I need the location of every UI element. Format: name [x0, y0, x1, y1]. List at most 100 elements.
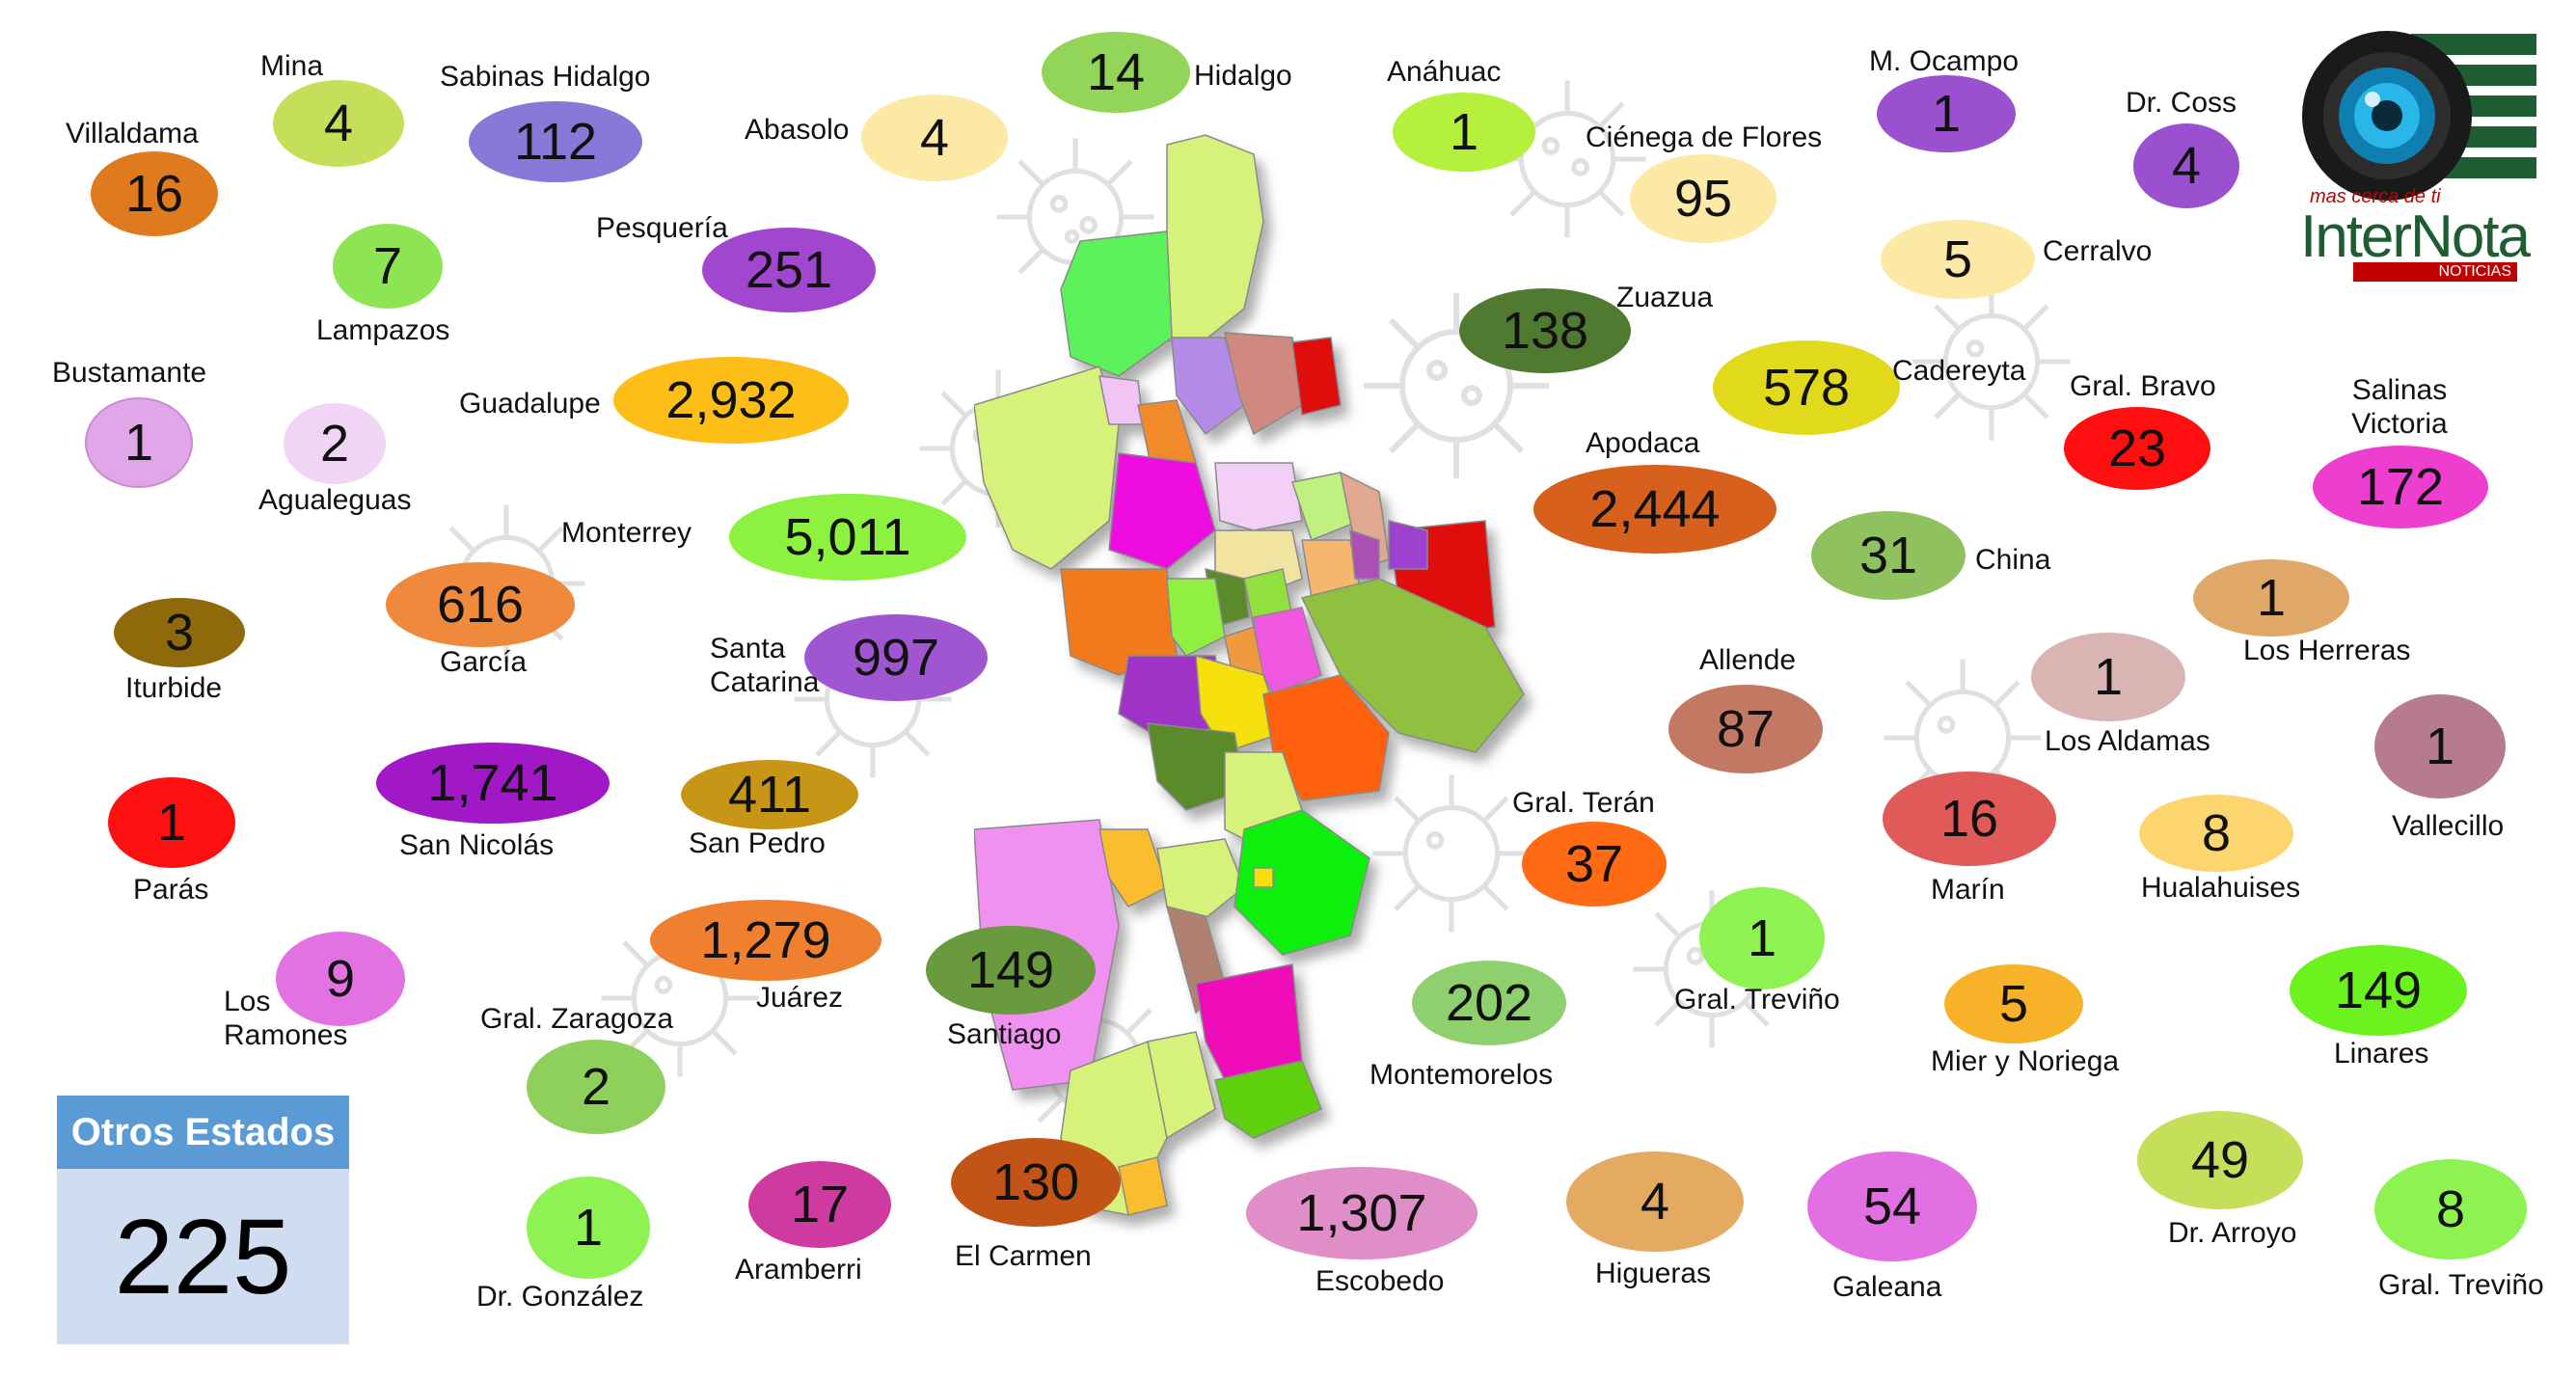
- municipality-label: Montemorelos: [1369, 1059, 1554, 1091]
- municipality-label: Cerralvo: [2043, 235, 2153, 267]
- municipality-label: Mier y Noriega: [1931, 1045, 2120, 1077]
- logo-name: InterNota: [2300, 203, 2531, 270]
- map-region-santa-catarina: [1195, 654, 1284, 753]
- case-count-bubble: 5: [1944, 964, 2083, 1043]
- map-region-monterrey: [1166, 578, 1226, 657]
- case-count-bubble: 2: [527, 1040, 665, 1134]
- case-count-bubble: 3: [114, 598, 245, 667]
- case-count-bubble: 1,307: [1246, 1167, 1478, 1259]
- map-region-mina: [974, 366, 1120, 570]
- map-region-gral-teran: [1253, 867, 1274, 888]
- case-count-bubble: 149: [2290, 945, 2467, 1036]
- case-count-bubble: 95: [1630, 154, 1776, 243]
- municipality-label: Gral. Terán: [1512, 787, 1655, 819]
- municipality-label: China: [1975, 544, 2051, 576]
- municipality-label: Guadalupe: [459, 388, 601, 420]
- municipality-label: Galeana: [1832, 1271, 1942, 1303]
- logo-subtitle: NOTICIAS: [2353, 262, 2517, 282]
- nuevo-leon-map: [974, 134, 1525, 1216]
- municipality-label: Hualahuises: [2141, 872, 2301, 904]
- case-count-bubble: 87: [1668, 685, 1823, 773]
- map-region-santiago: [1147, 722, 1245, 811]
- municipality-label: M. Ocampo: [1869, 45, 2020, 77]
- municipality-label: Hidalgo: [1194, 60, 1292, 92]
- municipality-label: Gral. Zaragoza: [480, 1003, 674, 1035]
- case-count-bubble: 130: [951, 1138, 1121, 1227]
- case-count-bubble: 7: [333, 224, 443, 309]
- municipality-label: Monterrey: [561, 517, 692, 549]
- municipality-label: Allende: [1699, 644, 1797, 676]
- case-count-bubble: 5: [1881, 220, 2035, 299]
- municipality-label: Los Herreras: [2243, 635, 2411, 666]
- case-count-bubble: 616: [386, 562, 575, 647]
- municipality-label: Juárez: [756, 982, 844, 1014]
- municipality-label: El Carmen: [955, 1240, 1092, 1272]
- case-count-bubble: 1,741: [376, 743, 610, 824]
- map-region-sabinas: [1224, 332, 1303, 436]
- municipality-label: Vallecillo: [2392, 810, 2505, 842]
- map-region-galeana-a: [1098, 828, 1168, 907]
- municipality-label: García: [440, 646, 528, 678]
- case-count-bubble: 1: [2031, 633, 2185, 721]
- case-count-bubble: 17: [748, 1161, 891, 1248]
- map-region-vallecillo-north: [1171, 337, 1245, 436]
- municipality-label: Dr. Arroyo: [2168, 1217, 2297, 1249]
- municipality-label: Escobedo: [1315, 1265, 1445, 1297]
- case-count-bubble: 8: [2139, 795, 2293, 872]
- case-count-bubble: 112: [469, 101, 642, 182]
- case-count-bubble: 1: [1699, 887, 1825, 989]
- case-count-bubble: 172: [2313, 446, 2488, 528]
- case-count-bubble: 251: [702, 228, 876, 312]
- case-count-bubble: 54: [1807, 1151, 1977, 1261]
- municipality-label: Lampazos: [316, 314, 450, 346]
- municipality-label: Ciénega de Flores: [1586, 122, 1823, 153]
- case-count-bubble: 37: [1522, 822, 1667, 907]
- case-count-bubble: 4: [273, 80, 404, 167]
- case-count-bubble: 2,932: [613, 357, 849, 444]
- case-count-bubble: 1: [1877, 75, 2016, 152]
- case-count-bubble: 16: [91, 151, 218, 236]
- municipality-label: Agualeguas: [258, 484, 412, 516]
- municipality-label: Bustamante: [52, 357, 207, 389]
- case-count-bubble: 411: [681, 760, 858, 829]
- municipality-label: Gral. Treviño: [1674, 984, 1840, 1015]
- map-region-linares: [1156, 838, 1245, 927]
- map-region-salinas: [1108, 452, 1216, 570]
- case-count-bubble: 1,279: [650, 900, 881, 981]
- municipality-label: Linares: [2334, 1038, 2429, 1070]
- case-count-bubble: 578: [1713, 340, 1900, 435]
- case-count-bubble: 4: [1566, 1151, 1744, 1252]
- municipality-label: San Pedro: [689, 827, 826, 859]
- municipality-label: Abasolo: [745, 114, 850, 146]
- case-count-bubble: 1: [2374, 694, 2506, 799]
- case-count-bubble: 9: [276, 932, 405, 1026]
- municipality-label: Zuazua: [1616, 282, 1714, 313]
- municipality-label: Higueras: [1595, 1258, 1712, 1289]
- case-count-bubble: 4: [2133, 123, 2239, 208]
- municipality-label: Marín: [1931, 874, 2005, 906]
- map-region-lampazos: [1060, 230, 1173, 377]
- municipality-label: Dr. González: [476, 1281, 644, 1313]
- map-region-dr-gonzalez: [1118, 1156, 1168, 1216]
- case-count-bubble: 2,444: [1533, 465, 1776, 554]
- case-count-bubble: 5,011: [729, 494, 966, 581]
- municipality-label: Los Aldamas: [2045, 725, 2210, 757]
- case-count-bubble: 2: [284, 403, 386, 484]
- municipality-label: Salinas Victoria: [2351, 374, 2448, 440]
- map-region-cadereyta: [1300, 578, 1525, 753]
- case-count-bubble: 1: [85, 397, 193, 488]
- logo-tagline: mas cerca de ti: [2310, 186, 2441, 207]
- municipality-label: Cadereyta: [1892, 355, 2026, 387]
- map-region-dr-arroyo: [1195, 963, 1303, 1081]
- case-count-bubble: 1: [527, 1177, 650, 1279]
- municipality-label: San Nicolás: [399, 829, 555, 861]
- municipality-label: Santa Catarina: [710, 633, 820, 698]
- case-count-bubble: 1: [1393, 93, 1535, 172]
- municipality-label: Aramberri: [735, 1254, 862, 1286]
- case-count-bubble: 202: [1412, 961, 1566, 1045]
- camera-lens-logo-icon: [2302, 31, 2536, 201]
- map-region-hualahuises: [1234, 809, 1370, 956]
- otros-estados-value: 225: [57, 1169, 349, 1344]
- otros-estados-header: Otros Estados: [57, 1096, 349, 1169]
